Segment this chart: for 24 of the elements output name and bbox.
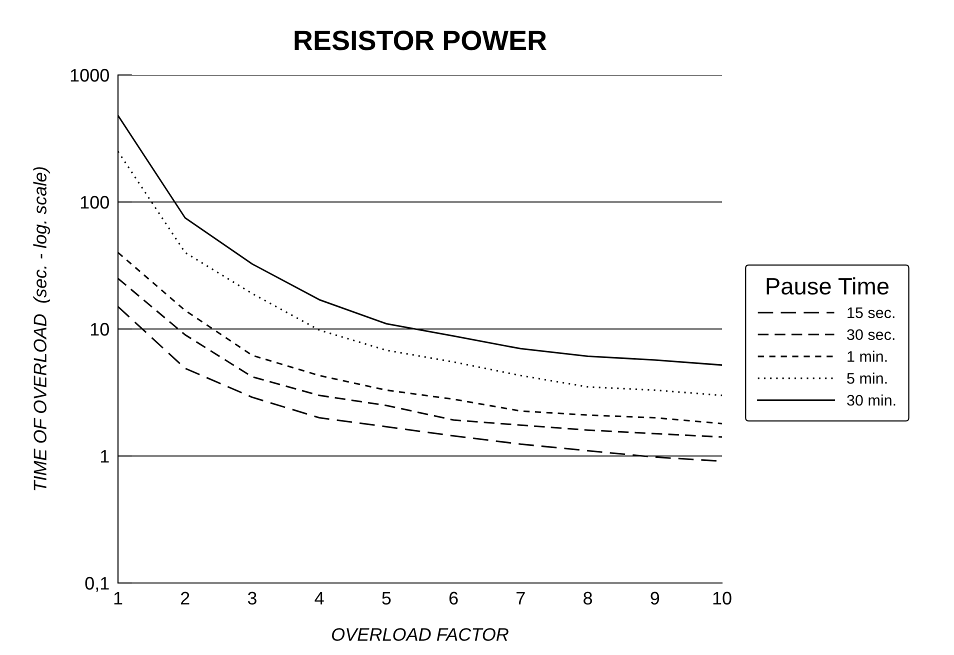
x-tick-label: 10 bbox=[713, 592, 732, 605]
x-tick-label: 9 bbox=[650, 592, 660, 605]
y-tick-label: 10 bbox=[90, 322, 109, 336]
x-axis-title: OVERLOAD FACTOR bbox=[332, 628, 508, 641]
y-axis-title: TIME OF OVERLOAD (sec. - log. scale) bbox=[33, 167, 50, 490]
y-tick-label: 1 bbox=[101, 450, 109, 463]
y-tick-label: 100 bbox=[80, 196, 109, 209]
x-tick-label: 4 bbox=[314, 592, 324, 604]
y-tick-label: 0,1 bbox=[85, 576, 109, 592]
x-tick-label: 1 bbox=[114, 592, 122, 604]
chart-title: RESISTOR POWER bbox=[294, 30, 547, 50]
x-tick-label: 6 bbox=[449, 592, 458, 605]
x-tick-label: 2 bbox=[181, 592, 190, 604]
legend-label: 15 sec. bbox=[848, 308, 894, 318]
x-tick-label: 8 bbox=[584, 592, 592, 605]
x-tick-label: 7 bbox=[516, 592, 525, 604]
x-tick-label: 3 bbox=[248, 592, 256, 605]
legend-label: 30 min. bbox=[847, 394, 896, 406]
legend-label: 30 sec. bbox=[847, 329, 894, 340]
x-tick-label: 5 bbox=[382, 592, 391, 605]
legend-title: Pause Time bbox=[766, 277, 889, 295]
legend-label: 1 min. bbox=[848, 350, 887, 362]
legend-label: 5 min. bbox=[847, 372, 887, 384]
y-tick-label: 1000 bbox=[70, 68, 109, 82]
